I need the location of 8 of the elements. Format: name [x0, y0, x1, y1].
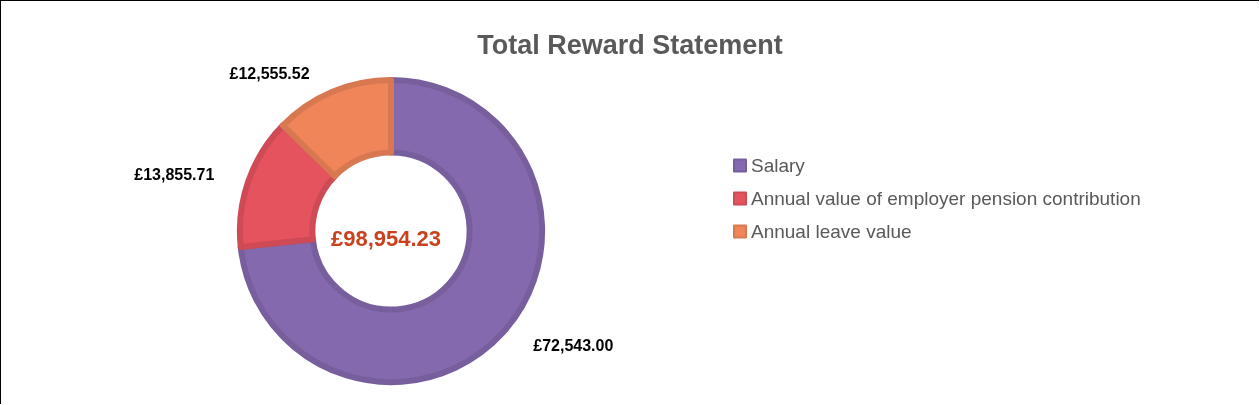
legend-label: Annual value of employer pension contribution [751, 188, 1141, 209]
data-label: £12,555.52 [229, 64, 310, 82]
chart-title: Total Reward Statement [477, 29, 783, 60]
legend-label: Salary [751, 155, 806, 176]
legend-label: Annual leave value [751, 221, 912, 242]
data-label: £13,855.71 [134, 166, 215, 184]
data-label: £72,543.00 [533, 336, 614, 354]
text: £98,954.23 [330, 225, 442, 251]
